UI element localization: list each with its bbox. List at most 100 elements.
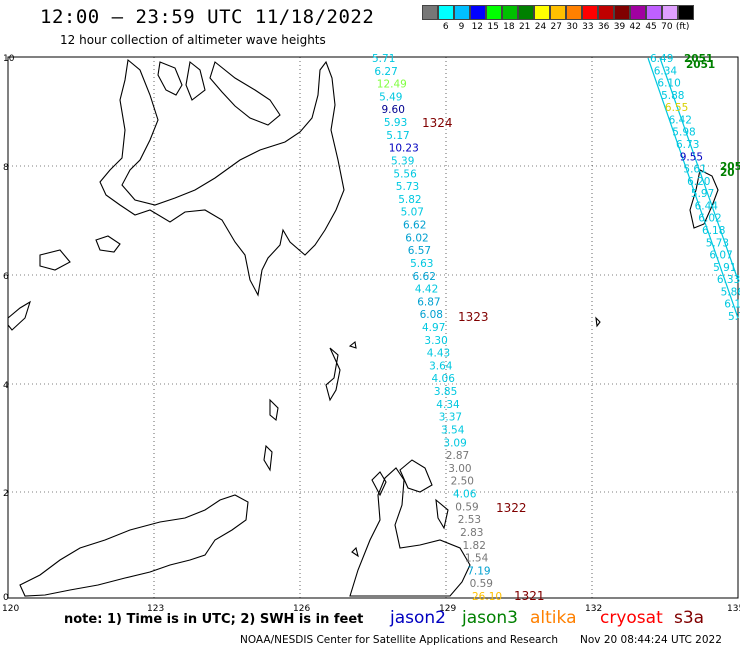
- pass-number-label: 20: [720, 167, 735, 179]
- wave-height-value: 5.07: [401, 207, 424, 219]
- lat-tick-4: 4: [3, 381, 9, 391]
- color-swatch: [566, 5, 582, 20]
- color-swatch: [550, 5, 566, 20]
- lat-tick-10: 10: [3, 54, 15, 64]
- wave-height-value: 5.97: [691, 188, 714, 200]
- lon-tick-120: 120: [2, 604, 19, 614]
- color-scale-label: 18: [503, 22, 515, 32]
- wave-height-value: 5.61: [683, 164, 706, 176]
- wave-height-value: 6.57: [408, 245, 431, 257]
- wave-height-value: 9.55: [680, 151, 703, 163]
- color-scale-label: 27: [550, 22, 562, 32]
- wave-height-value: 26.10: [472, 591, 502, 603]
- wave-height-value: 5.56: [393, 168, 417, 180]
- page-title: 12:00 – 23:59 UTC 11/18/2022: [40, 6, 375, 28]
- color-scale-label: 30: [566, 22, 578, 32]
- color-scale-label: 33: [582, 22, 594, 32]
- color-scale-label: 6: [442, 22, 449, 32]
- wave-height-value: 0.59: [470, 578, 493, 590]
- color-swatch: [486, 5, 502, 20]
- lat-axis: 10 8 6 4 2 0: [3, 54, 15, 603]
- wave-height-value: 2.53: [458, 514, 481, 526]
- color-scale-label: 12: [471, 22, 484, 32]
- color-swatch: [662, 5, 678, 20]
- wave-height-value: 5.82: [398, 194, 421, 206]
- color-swatch: [646, 5, 662, 20]
- color-swatch: [598, 5, 614, 20]
- wave-height-value: 4.06: [453, 489, 477, 501]
- wave-height-value: 6.62: [403, 220, 426, 232]
- wave-height-value: 5.86: [721, 286, 740, 298]
- wave-height-value: 6.49: [650, 53, 673, 65]
- grid-lines: [8, 57, 738, 598]
- wave-height-value: 6.07: [709, 250, 732, 262]
- lon-tick-129: 129: [439, 604, 456, 614]
- lat-tick-8: 8: [3, 163, 9, 173]
- color-scale-label: 42: [629, 22, 641, 32]
- wave-height-value: 3.37: [439, 412, 462, 424]
- legend-jason3: jason3: [462, 608, 518, 628]
- color-swatch: [582, 5, 598, 20]
- color-scale-label: 39: [613, 22, 626, 32]
- pass-number-label: 2051: [684, 53, 713, 65]
- color-scale-label: (ft): [675, 22, 690, 32]
- pass-number-label: 1322: [496, 501, 527, 515]
- coastlines: [7, 58, 719, 597]
- legend-altika: altika: [530, 608, 577, 628]
- wave-height-value: 5.17: [386, 130, 409, 142]
- wave-height-value: 5.71: [372, 53, 395, 65]
- wave-height-value: 10.23: [389, 143, 419, 155]
- footer-note: note: 1) Time is in UTC; 2) SWH is in fe…: [64, 612, 364, 627]
- page-subtitle: 12 hour collection of altimeter wave hei…: [60, 33, 326, 47]
- wave-height-value: 1.54: [465, 553, 489, 565]
- color-scale-label: 15: [487, 22, 499, 32]
- wave-height-value: 3.00: [448, 463, 471, 475]
- color-swatch: [630, 5, 646, 20]
- lon-tick-135: 135: [727, 604, 740, 614]
- color-swatch: [422, 5, 438, 20]
- wave-height-value: 3.85: [434, 386, 457, 398]
- wave-height-value: 6.02: [698, 213, 721, 225]
- wave-height-value: 1.82: [463, 540, 486, 552]
- wave-height-value: 6.55: [665, 102, 688, 114]
- color-scale-label: 21: [518, 22, 531, 32]
- color-swatch: [534, 5, 550, 20]
- legend-jason2: jason2: [390, 608, 446, 628]
- pass-number-label: 205: [720, 161, 740, 173]
- color-scale-label: 36: [597, 22, 610, 32]
- color-swatch: [614, 5, 630, 20]
- wave-height-value: 2.83: [460, 527, 483, 539]
- wave-height-value: 6.44: [695, 200, 719, 212]
- wave-height-value: 7.19: [467, 565, 490, 577]
- wave-height-value: 5.91: [713, 262, 736, 274]
- wave-height-value: 6.42: [669, 114, 692, 126]
- lat-tick-2: 2: [3, 489, 9, 499]
- wave-height-value: 3.09: [443, 437, 466, 449]
- wave-height-value: 5.73: [706, 237, 729, 249]
- legend-s3a: s3a: [674, 608, 705, 628]
- wave-height-value: 5.98: [672, 127, 695, 139]
- lat-tick-0: 0: [3, 593, 9, 603]
- right-track-lines: [647, 57, 739, 319]
- lon-tick-126: 126: [293, 604, 310, 614]
- lon-tick-123: 123: [147, 604, 164, 614]
- wave-height-value: 6.08: [420, 309, 443, 321]
- wave-height-value: 3.64: [429, 360, 453, 372]
- pass-number-label: 1321: [514, 589, 545, 603]
- wave-height-value: 6.27: [374, 66, 397, 78]
- color-scale-label: 24: [534, 22, 547, 32]
- footer-credit: NOAA/NESDIS Center for Satellite Applica…: [240, 634, 558, 646]
- wave-height-value: 5.49: [379, 91, 402, 103]
- lat-tick-6: 6: [3, 272, 9, 282]
- wave-height-value: 5.73: [396, 181, 419, 193]
- track-right: 6.496.346.105.886.556.425.986.739.555.61…: [650, 53, 740, 323]
- legend-cryosat: cryosat: [600, 608, 663, 628]
- pass-labels: 1324 1323 1322 1321: [422, 116, 545, 603]
- color-swatch: [454, 5, 470, 20]
- wave-height-value: 4.06: [432, 373, 456, 385]
- wave-height-value: 9.60: [382, 104, 405, 116]
- wave-height-value: 4.34: [436, 399, 460, 411]
- wave-height-value: 6.10: [657, 78, 680, 90]
- wave-height-value: 5.93: [384, 117, 407, 129]
